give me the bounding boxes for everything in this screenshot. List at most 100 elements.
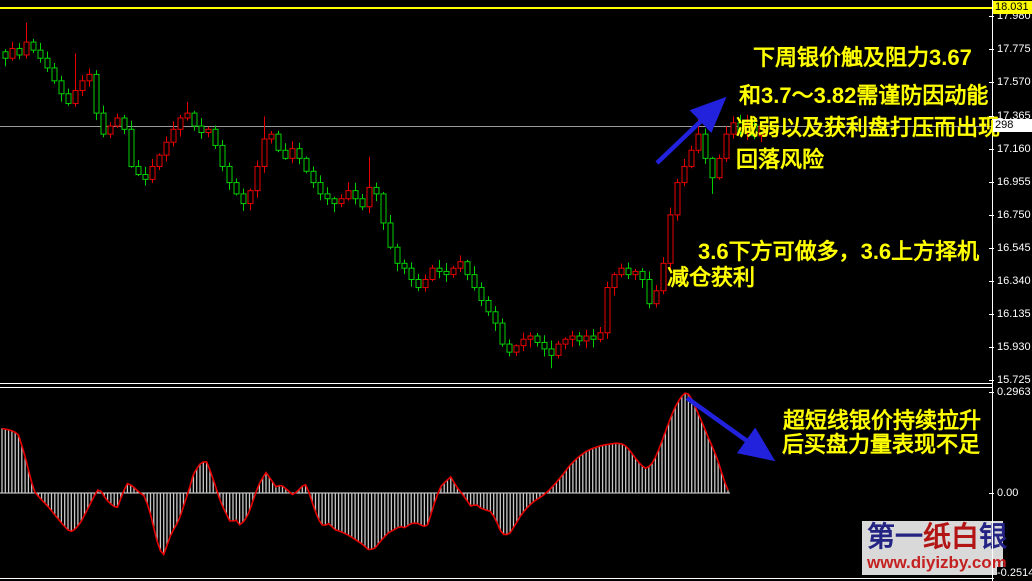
momentum-indicator-panel[interactable] <box>0 389 992 581</box>
candle-body <box>93 73 100 114</box>
watermark-char: 第 <box>867 521 896 552</box>
candle-body <box>156 154 163 167</box>
candle-body <box>534 335 541 343</box>
candle-body <box>604 287 611 334</box>
candle-body <box>317 182 324 195</box>
candle-body <box>674 182 681 216</box>
candle-body <box>730 122 737 135</box>
axis-tick-dash <box>989 493 994 494</box>
candle-body <box>163 141 170 156</box>
candle-body <box>737 122 744 134</box>
candle-body <box>310 170 317 184</box>
candle-body <box>177 117 184 130</box>
candle-body <box>345 190 352 200</box>
candle-body <box>492 311 499 324</box>
candle-body <box>324 193 331 200</box>
candle-body <box>359 198 366 208</box>
candle-body <box>9 48 16 59</box>
candle-body <box>716 157 723 179</box>
axis-tick-label: 16.955 <box>997 176 1031 188</box>
candle-body <box>135 165 142 176</box>
annotation-line: 后买盘力量表现不足 <box>782 432 981 457</box>
candle-body <box>569 335 576 340</box>
candle-body <box>506 343 513 353</box>
candle-body <box>422 278 429 289</box>
candle-body <box>436 267 443 272</box>
axis-tick-dash <box>989 49 994 50</box>
candle-body <box>212 128 219 146</box>
axis-tick-dash <box>989 16 994 17</box>
candle-body <box>205 128 212 134</box>
axis-tick-dash <box>989 392 994 393</box>
candle-body <box>261 138 268 167</box>
candle-body <box>240 193 247 205</box>
candle-body <box>142 174 149 180</box>
candle-body <box>723 133 730 159</box>
axis-tick-label: 16.545 <box>997 242 1031 254</box>
candle-body <box>758 125 765 137</box>
candle-body <box>618 267 625 276</box>
candle-body <box>401 262 408 269</box>
axis-tick-label: 16.340 <box>997 275 1031 287</box>
candle-body <box>499 322 506 345</box>
annotation-line: 回落风险 <box>736 147 825 172</box>
candle-body <box>646 278 653 305</box>
watermark-url: www.diyizby.com <box>867 553 1007 572</box>
candle-body <box>639 270 646 280</box>
candle-body <box>331 198 338 205</box>
candle-body <box>254 165 261 192</box>
candle-body <box>744 123 751 134</box>
momentum-line <box>1 392 729 557</box>
candle-body <box>576 335 583 342</box>
candle-body <box>653 290 660 305</box>
candle-body <box>289 148 296 159</box>
candle-body <box>478 287 485 301</box>
candle-body <box>352 190 359 200</box>
candle-body <box>541 341 548 350</box>
candle-body <box>44 57 51 69</box>
candle-body <box>562 338 569 345</box>
candle-body <box>408 267 415 280</box>
candle-body <box>86 73 93 82</box>
panel-separator-line-1 <box>0 383 992 384</box>
resistance-price-tag: 18.031 <box>993 1 1032 14</box>
axis-tick-label: 17.775 <box>997 43 1031 55</box>
axis-tick-label: 16.750 <box>997 209 1031 221</box>
candle-body <box>226 165 233 184</box>
candle-body <box>16 48 23 56</box>
watermark-char: 白 <box>951 521 980 552</box>
candle-body <box>751 123 758 137</box>
candle-body <box>303 157 310 172</box>
candle-body <box>702 133 709 159</box>
candle-body <box>688 149 695 167</box>
candle-body <box>485 299 492 313</box>
candle-body <box>520 338 527 347</box>
candle-body <box>555 343 562 356</box>
candle-body <box>660 262 667 292</box>
axis-tick-dash <box>989 82 994 83</box>
candle-body <box>681 165 688 184</box>
price-axis-border <box>992 0 993 581</box>
candle-body <box>513 345 520 353</box>
axis-tick-dash <box>989 149 994 150</box>
candle-body <box>247 190 254 205</box>
candle-body <box>191 112 198 127</box>
candle-body <box>597 332 604 340</box>
candle-body <box>464 261 471 276</box>
annotation-line: 超短线银价持续拉升 <box>783 408 982 433</box>
candle-body <box>268 133 275 140</box>
candle-body <box>667 214 674 264</box>
watermark-char: 银 <box>979 521 1008 552</box>
candle-body <box>128 128 135 167</box>
candlestick-chart[interactable] <box>0 0 992 383</box>
chart-bottom-border <box>0 578 992 579</box>
axis-tick-label: -0.2514 <box>997 567 1032 579</box>
candle-body <box>380 193 387 224</box>
axis-tick-label: 0.2963 <box>997 386 1032 398</box>
candle-body <box>548 348 555 356</box>
candle-body <box>429 267 436 280</box>
candle-body <box>611 274 618 289</box>
candle-body <box>695 133 702 151</box>
axis-tick-dash <box>989 116 994 117</box>
